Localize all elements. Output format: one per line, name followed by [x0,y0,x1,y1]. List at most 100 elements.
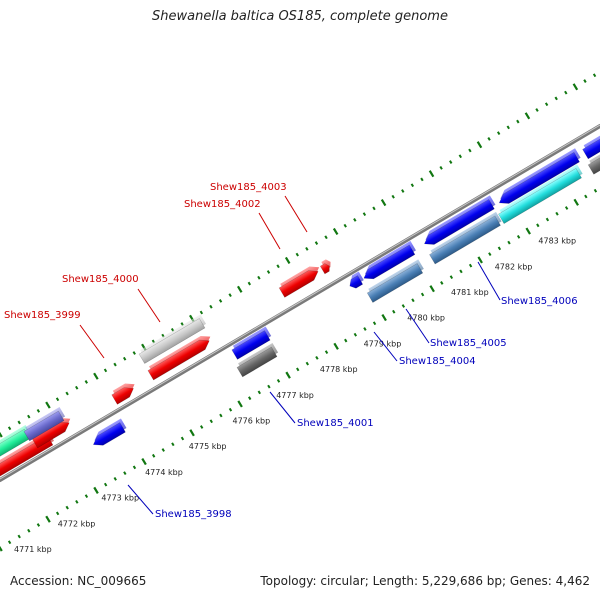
outer-tick-mark [236,285,243,293]
gene-shew185-4003-body [319,263,330,275]
outer-tick-mark [305,246,309,251]
inner-tick-mark [285,371,291,379]
scale-label: 4774 kbp [145,468,183,477]
outer-tick-mark [353,218,357,222]
inner-tick-mark [151,453,156,458]
genome-summary-text: Topology: circular; Length: 5,229,686 bp… [260,574,590,588]
inner-tick-mark [363,327,367,331]
gene-blue-small-body [349,275,364,289]
gene-label-shew185_4004[interactable]: Shew185_4004 [399,356,476,367]
outer-tick-mark [17,420,21,425]
gene-shew185-3999-body [111,387,134,405]
inner-tick-mark [65,505,69,510]
outer-tick-mark [295,252,299,257]
gene-leader-line [269,391,296,424]
inner-tick-mark [305,361,310,366]
gene-label-shew185_3998[interactable]: Shew185_3998 [155,509,232,520]
outer-tick-mark [103,368,108,373]
inner-tick-mark [584,194,588,199]
outer-tick-mark [27,414,31,419]
inner-tick-mark [200,425,204,429]
gene-shew185-4001-body [231,330,271,360]
inner-tick-mark [564,206,569,210]
gene-label-shew185_3999[interactable]: Shew185_3999 [4,310,81,321]
gene-leader-line [477,261,501,301]
gene-blue-small [349,271,364,289]
scale-label: 4772 kbp [58,519,96,528]
genome-backbone-highlight [0,124,600,480]
outer-tick-mark [554,96,558,101]
gene-blue-edge [582,135,600,160]
outer-tick-mark [284,256,291,264]
inner-tick-mark [468,263,473,268]
scale-label: 4771 kbp [14,545,52,554]
gene-shew185-3999 [111,383,135,405]
inner-tick-mark [228,407,233,412]
outer-tick-mark [487,137,491,141]
inner-tick-mark [132,465,137,470]
outer-tick-mark [132,351,136,355]
gene-label-shew185_4001[interactable]: Shew185_4001 [297,418,374,429]
gene-shew185-4004-body [363,244,416,280]
gene-label-shew185_4000[interactable]: Shew185_4000 [62,274,139,285]
gene-shew185-4005-body [366,263,424,303]
gene-leader-line [258,212,281,250]
scale-label: 4773 kbp [101,494,139,503]
gene-cyan-body [498,168,582,224]
gene-label-shew185_4006[interactable]: Shew185_4006 [501,296,578,307]
outer-tick-mark [113,362,117,367]
outer-tick-mark [36,408,41,413]
outer-tick-ring [0,73,597,438]
inner-tick-mark [237,400,243,408]
gene-blue-right [498,148,581,204]
scale-label: 4779 kbp [364,339,402,348]
outer-tick-mark [391,194,395,199]
inner-tick-mark [113,476,117,481]
outer-tick-mark [65,391,69,396]
inner-tick-mark [36,523,41,527]
gene-dark-edge-body [587,157,600,175]
gene-shew185-4005 [366,259,424,303]
inner-tick-mark [440,281,444,285]
inner-tick-mark [315,355,319,360]
inner-tick-mark [573,198,579,206]
inner-tick-mark [55,511,60,516]
gene-shew185-4000-body [147,339,210,381]
inner-tick-mark [180,436,185,441]
outer-tick-mark [449,160,453,164]
gene-shew185-3998-body [92,422,126,446]
inner-tick-mark [392,309,396,314]
gene-shew185-4002 [278,266,320,298]
outer-tick-mark [439,165,443,170]
inner-tick-mark [141,457,147,466]
inner-tick-mark [219,413,223,418]
gene-label-shew185_4005[interactable]: Shew185_4005 [430,338,507,349]
inner-tick-mark [257,390,261,395]
outer-tick-mark [93,372,99,380]
gene-leader-line [79,324,105,359]
outer-tick-mark [583,79,587,83]
outer-tick-mark [564,90,568,95]
outer-tick-mark [276,264,280,269]
gene-label-shew185_4002[interactable]: Shew185_4002 [184,199,261,210]
inner-tick-mark [84,494,89,499]
scale-label: 4775 kbp [189,442,227,451]
genome-backbone [0,124,600,482]
inner-tick-mark [324,350,329,354]
gene-shew185-4000 [147,335,211,381]
gene-label-shew185_4003[interactable]: Shew185_4003 [210,182,287,193]
accession-text: Accession: NC_009665 [10,574,147,588]
inner-tick-mark [123,471,127,475]
inner-tick-mark [525,227,531,235]
gene-shew185-4006a-body [424,199,495,245]
inner-tick-mark [536,223,540,228]
outer-tick-mark [592,73,597,78]
inner-tick-mark [401,304,406,308]
outer-tick-mark [496,131,501,136]
scale-label: 4781 kbp [451,288,489,297]
gene-labels: Shew185_3999 Shew185_4000 Shew185_4002 Shew… [4,182,578,520]
inner-tick-mark [344,338,348,343]
inner-tick-mark [372,321,377,326]
scale-label: 4778 kbp [320,365,358,374]
